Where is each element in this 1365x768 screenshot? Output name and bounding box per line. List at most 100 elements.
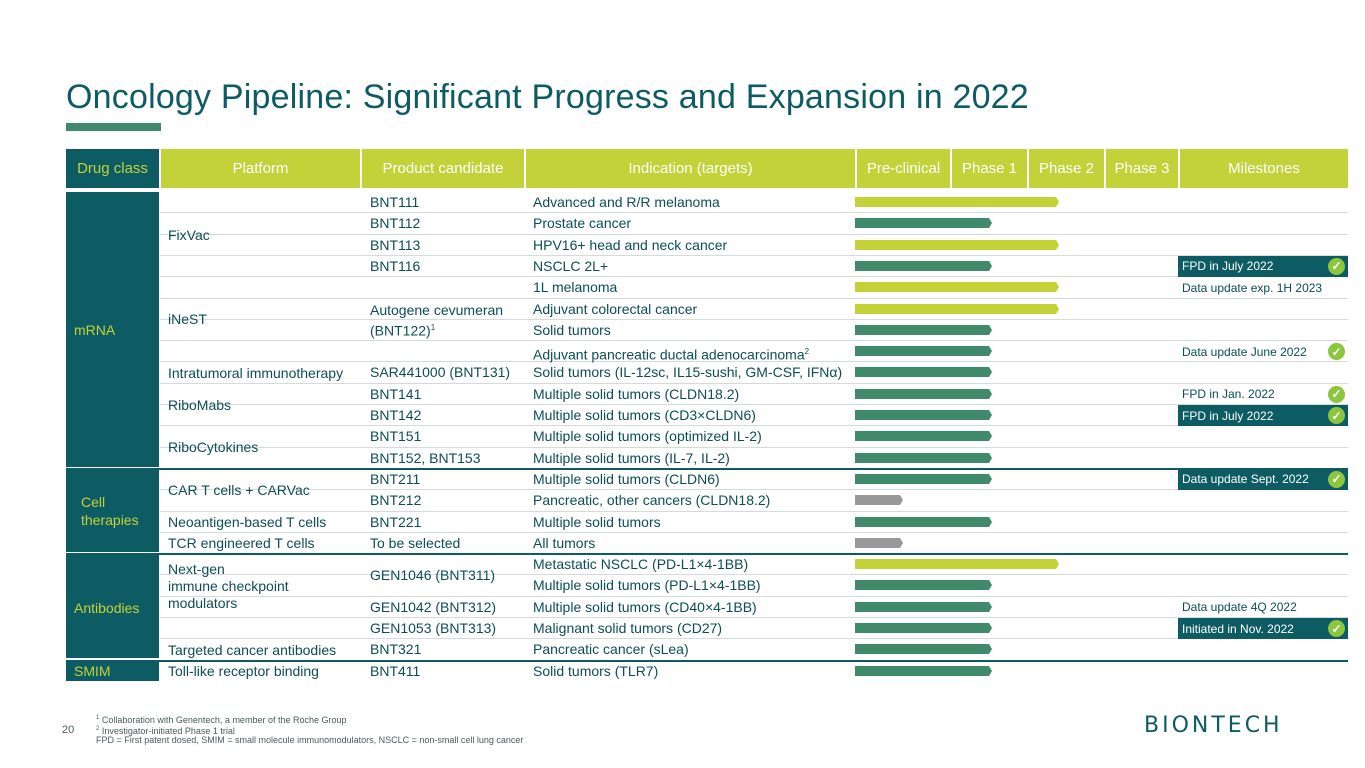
phase-progress-bar bbox=[855, 473, 992, 484]
indication: Pancreatic cancer (sLea) bbox=[533, 641, 689, 658]
page-number: 20 bbox=[62, 724, 75, 736]
checkmark-icon: ✓ bbox=[1328, 385, 1345, 403]
milestone: Data update Sept. 2022 ✓ bbox=[1178, 468, 1348, 490]
checkmark-icon: ✓ bbox=[1328, 407, 1345, 424]
platform-next-gen-checkpoint: Next-gen immune checkpoint modulators bbox=[168, 561, 289, 611]
row-divider bbox=[160, 233, 1348, 235]
checkmark-icon: ✓ bbox=[1328, 257, 1345, 275]
checkmark-icon: ✓ bbox=[1328, 343, 1345, 361]
product-candidate: SAR441000 (BNT131) bbox=[370, 364, 511, 381]
drug-class-antibodies: Antibodies bbox=[74, 600, 140, 616]
row-divider bbox=[160, 446, 1348, 448]
product-candidate: BNT142 bbox=[370, 407, 422, 423]
header-drug-class: Drug class bbox=[66, 149, 159, 188]
phase-progress-bar bbox=[855, 516, 992, 527]
phase-progress-bar bbox=[855, 601, 992, 612]
phase-progress-bar bbox=[855, 452, 992, 463]
product-candidate: BNT221 bbox=[370, 513, 422, 530]
phase-progress-bar bbox=[855, 665, 992, 676]
drug-class-mrna: mRNA bbox=[74, 322, 116, 338]
indication: Multiple solid tumors (PD-L1×4-1BB) bbox=[533, 577, 761, 594]
phase-progress-bar bbox=[855, 197, 1059, 207]
row-divider bbox=[160, 318, 1348, 320]
phase-progress-bar bbox=[855, 623, 992, 633]
indication: All tumors bbox=[533, 534, 596, 551]
header-phase3: Phase 3 bbox=[1106, 149, 1178, 188]
platform-tcr: TCR engineered T cells bbox=[168, 535, 315, 551]
indication: Pancreatic, other cancers (CLDN18.2) bbox=[533, 492, 771, 509]
row-divider bbox=[160, 254, 1348, 256]
product-autogene-cevumeran: Autogene cevumeran (BNT122)1 bbox=[370, 302, 504, 339]
indication: Advanced and R/R melanoma bbox=[533, 194, 720, 210]
phase-progress-bar bbox=[855, 346, 992, 357]
product-candidate: GEN1053 (BNT313) bbox=[370, 620, 497, 636]
section-divider bbox=[66, 659, 1348, 662]
row-divider bbox=[160, 382, 1348, 384]
product-candidate: BNT152, BNT153 bbox=[370, 449, 481, 466]
phase-progress-bar bbox=[855, 410, 992, 420]
row-divider bbox=[160, 574, 1348, 576]
phase-progress-bar bbox=[855, 303, 1059, 314]
milestone: Data update exp. 1H 2023 bbox=[1182, 280, 1323, 295]
header-preclinical: Pre-clinical bbox=[857, 149, 950, 188]
row-divider bbox=[160, 361, 1348, 363]
header-indication: Indication (targets) bbox=[526, 149, 855, 188]
phase-progress-bar bbox=[855, 537, 903, 548]
indication: Solid tumors (IL-12sc, IL15-sushi, GM-CS… bbox=[533, 364, 843, 381]
indication: Multiple solid tumors (optimized IL-2) bbox=[533, 428, 762, 445]
section-divider bbox=[66, 553, 1348, 556]
indication: Adjuvant colorectal cancer bbox=[533, 300, 698, 317]
phase-progress-bar bbox=[855, 324, 992, 335]
title-accent-bar bbox=[66, 123, 161, 131]
indication: 1L melanoma bbox=[533, 279, 618, 296]
phase-progress-bar bbox=[855, 367, 992, 378]
product-candidate: BNT321 bbox=[370, 641, 422, 658]
drug-class-block-smim bbox=[66, 660, 159, 681]
platform-ribocytokines: RiboCytokines bbox=[168, 439, 259, 455]
row-divider bbox=[160, 297, 1348, 299]
product-candidate: BNT112 bbox=[370, 215, 421, 232]
header-platform: Platform bbox=[161, 149, 360, 188]
indication: Adjuvant pancreatic ductal adenocarcinom… bbox=[533, 346, 810, 363]
indication: Solid tumors bbox=[533, 321, 611, 338]
platform-inest: iNeST bbox=[168, 311, 207, 327]
phase-progress-bar bbox=[855, 239, 1059, 250]
product-candidate: BNT211 bbox=[370, 470, 421, 487]
platform-fixvac: FixVac bbox=[168, 227, 210, 243]
row-divider bbox=[160, 404, 1348, 405]
product-candidate: BNT116 bbox=[370, 257, 421, 274]
product-candidate: GEN1046 (BNT311) bbox=[370, 566, 496, 583]
milestone: Initiated in Nov. 2022 ✓ bbox=[1178, 618, 1348, 639]
drug-class-cell-therapies: Cell therapies bbox=[81, 494, 139, 528]
platform-ribomabs: RiboMabs bbox=[168, 397, 232, 413]
indication: Prostate cancer bbox=[533, 215, 632, 232]
product-candidate: GEN1042 (BNT312) bbox=[370, 598, 497, 615]
header-phase2: Phase 2 bbox=[1029, 149, 1104, 188]
row-divider bbox=[160, 510, 1348, 512]
row-divider bbox=[160, 489, 1348, 491]
indication: Solid tumors (TLR7) bbox=[533, 662, 659, 679]
row-divider bbox=[160, 638, 1348, 640]
biontech-logo: BIONTECH bbox=[1144, 713, 1283, 738]
drug-class-block-cell-therapies bbox=[66, 469, 159, 552]
checkmark-icon: ✓ bbox=[1328, 620, 1345, 637]
milestone: Data update June 2022 ✓ bbox=[1178, 341, 1348, 362]
drug-class-block-antibodies bbox=[66, 554, 159, 658]
product-candidate: BNT151 bbox=[370, 428, 422, 445]
milestone: FPD in July 2022 ✓ bbox=[1178, 255, 1348, 277]
section-divider bbox=[66, 467, 1348, 470]
platform-tlr: Toll-like receptor binding bbox=[168, 663, 319, 679]
row-divider bbox=[160, 425, 1348, 427]
footnote-abbreviations: FPD = First patent dosed, SMIM = small m… bbox=[96, 735, 524, 745]
drug-class-block-mrna bbox=[66, 192, 159, 467]
row-divider bbox=[160, 212, 1348, 214]
indication: Multiple solid tumors bbox=[533, 513, 661, 530]
row-divider bbox=[160, 340, 1348, 342]
indication: Multiple solid tumors (CD3×CLDN6) bbox=[533, 407, 756, 423]
milestone: FPD in July 2022 ✓ bbox=[1178, 405, 1348, 426]
product-candidate: BNT411 bbox=[370, 662, 421, 679]
row-divider bbox=[160, 531, 1348, 533]
indication: Malignant solid tumors (CD27) bbox=[533, 620, 723, 636]
product-candidate: BNT113 bbox=[370, 236, 421, 253]
milestone: FPD in Jan. 2022 ✓ bbox=[1178, 384, 1348, 405]
